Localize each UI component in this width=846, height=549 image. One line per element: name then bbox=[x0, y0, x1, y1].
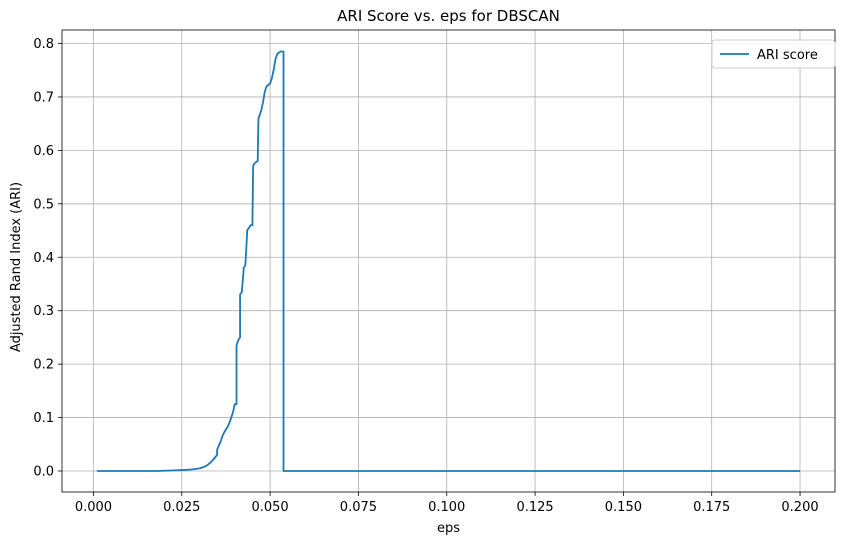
x-tick-label: 0.150 bbox=[605, 500, 642, 515]
y-tick-label: 0.6 bbox=[33, 144, 54, 159]
x-tick-label: 0.000 bbox=[75, 500, 112, 515]
grid bbox=[62, 30, 835, 492]
ticks: 0.000 0.025 0.050 0.075 0.100 0.125 0.150 0.175… bbox=[33, 37, 818, 515]
series-layer bbox=[96, 50, 801, 472]
y-tick-label: 0.1 bbox=[33, 411, 54, 426]
x-tick-label: 0.175 bbox=[693, 500, 730, 515]
y-tick-label: 0.8 bbox=[33, 37, 54, 52]
y-tick-label: 0.5 bbox=[33, 197, 54, 212]
plot-frame bbox=[61, 29, 836, 493]
x-tick-label: 0.100 bbox=[428, 500, 465, 515]
series-line-ari-score bbox=[96, 50, 801, 472]
x-tick-label: 0.025 bbox=[163, 500, 200, 515]
x-tick-label: 0.200 bbox=[781, 500, 818, 515]
x-tick-label: 0.125 bbox=[516, 500, 553, 515]
legend: ARI score bbox=[711, 39, 836, 69]
x-tick-label: 0.075 bbox=[340, 500, 377, 515]
axes bbox=[61, 29, 836, 493]
y-tick-label: 0.0 bbox=[33, 465, 54, 480]
x-tick-label: 0.050 bbox=[251, 500, 288, 515]
x-axis-label: eps bbox=[437, 521, 460, 536]
y-tick-label: 0.3 bbox=[33, 304, 54, 319]
y-tick-label: 0.2 bbox=[33, 358, 54, 373]
legend-box bbox=[711, 39, 836, 69]
y-tick-label: 0.4 bbox=[33, 251, 54, 266]
chart-title: ARI Score vs. eps for DBSCAN bbox=[337, 7, 560, 25]
y-axis-label: Adjusted Rand Index (ARI) bbox=[9, 182, 24, 352]
y-tick-label: 0.7 bbox=[33, 90, 54, 105]
legend-label-ari-score: ARI score bbox=[757, 48, 818, 63]
